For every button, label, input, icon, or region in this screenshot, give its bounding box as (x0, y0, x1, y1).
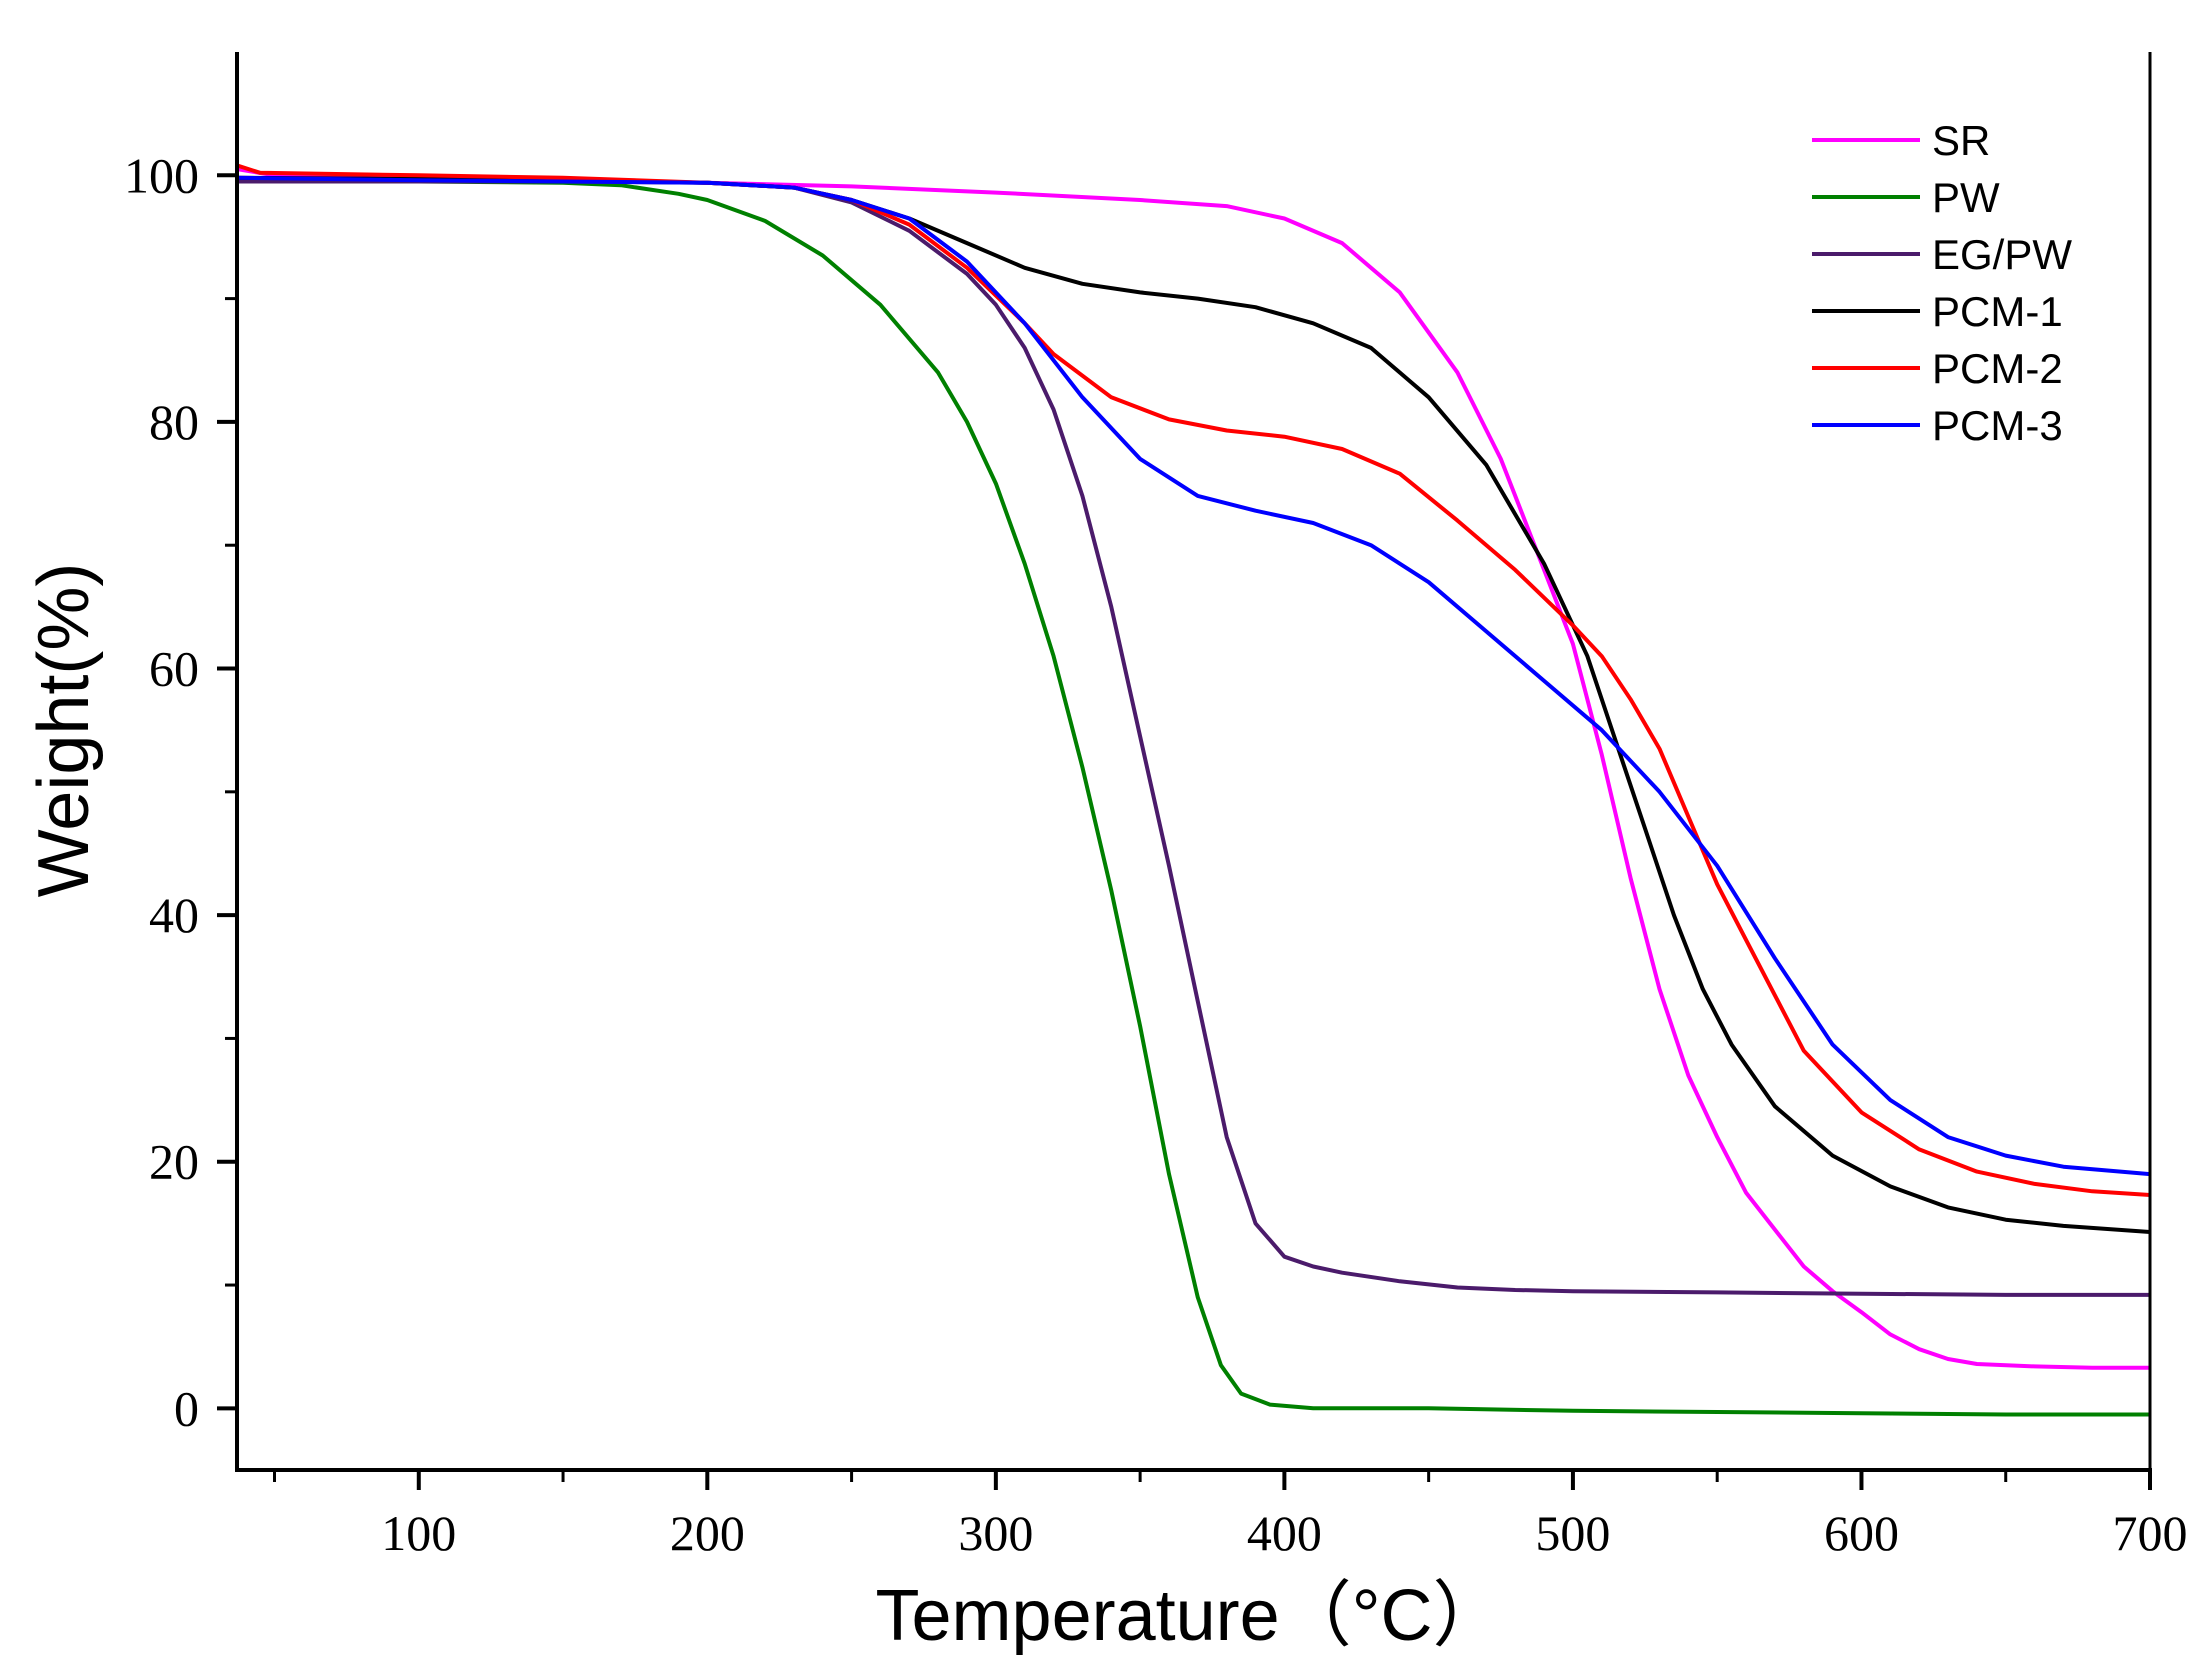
y-tick-label: 20 (149, 1134, 199, 1190)
legend-item: PCM-1 (1812, 288, 2063, 335)
legend-label: SR (1932, 117, 1990, 164)
legend-item: PW (1812, 174, 2000, 221)
x-tick-label: 200 (670, 1505, 745, 1561)
y-tick-label: 40 (149, 887, 199, 943)
axes-layer: 100 200 300 400 500 600 700 0 20 40 60 80 100 (124, 52, 2188, 1561)
x-tick-label: 400 (1247, 1505, 1322, 1561)
series-line-sr (237, 167, 2150, 1370)
x-tick-label: 600 (1824, 1505, 1899, 1561)
x-tick-label: 100 (381, 1505, 456, 1561)
series-line-pw (237, 179, 2150, 1417)
x-tick-label: 700 (2113, 1505, 2188, 1561)
x-axis-title: Temperature（°C） (876, 1576, 1505, 1656)
legend-label: PCM-3 (1932, 402, 2063, 449)
legend-item: SR (1812, 117, 1990, 164)
series-layer (237, 163, 2150, 1417)
legend-label: PW (1932, 174, 2000, 221)
legend-label: PCM-2 (1932, 345, 2063, 392)
legend-item: PCM-2 (1812, 345, 2063, 392)
legend-label: EG/PW (1932, 231, 2072, 278)
y-axis-title: Weight(%) (24, 563, 104, 898)
y-tick-label: 0 (174, 1380, 199, 1436)
y-tick-label: 100 (124, 147, 199, 203)
x-tick-label: 300 (958, 1505, 1033, 1561)
x-tick-label: 500 (1535, 1505, 1610, 1561)
y-tick-label: 60 (149, 641, 199, 697)
legend-label: PCM-1 (1932, 288, 2063, 335)
series-line-pcm-2 (237, 163, 2150, 1197)
legend-item: EG/PW (1812, 231, 2072, 278)
y-tick-label: 80 (149, 394, 199, 450)
legend-item: PCM-3 (1812, 402, 2063, 449)
series-line-pcm-3 (237, 175, 2150, 1177)
series-line-eg-pw (237, 179, 2150, 1297)
legend: SR PW EG/PW PCM-1 PCM-2 PCM-3 (1812, 117, 2072, 449)
